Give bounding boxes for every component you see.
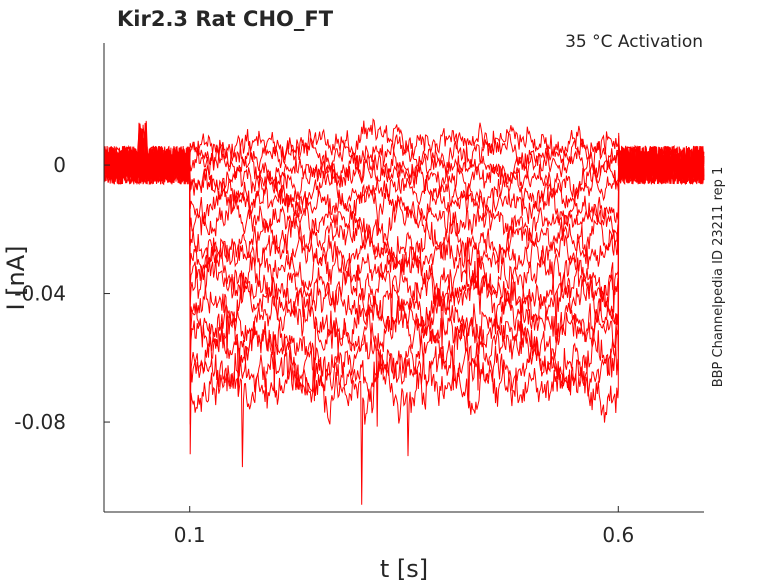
- x-tick-label: 0.6: [602, 523, 634, 547]
- current-traces: [103, 118, 705, 505]
- chart-title: Kir2.3 Rat CHO_FT: [117, 7, 334, 31]
- x-tick-label: 0.1: [174, 523, 206, 547]
- current-trace: [103, 122, 705, 201]
- current-trace: [103, 129, 705, 270]
- current-trace: [103, 127, 705, 186]
- current-trace: [103, 127, 705, 359]
- x-axis-label: t [s]: [380, 555, 428, 583]
- current-trace: [103, 123, 705, 402]
- current-trace: [103, 120, 705, 252]
- current-trace: [103, 122, 705, 215]
- current-trace: [103, 128, 705, 505]
- y-tick-label: -0.04: [14, 282, 66, 306]
- current-trace: [103, 145, 705, 336]
- chart-subtitle: 35 °C Activation: [565, 32, 703, 52]
- side-label: BBP Channelpedia ID 23211 rep 1: [711, 167, 726, 388]
- axis-ticks: 0.1 0.6 0 -0.04 -0.08: [14, 153, 634, 547]
- y-tick-label: 0: [53, 153, 66, 177]
- y-tick-label: -0.08: [14, 410, 66, 434]
- current-trace: [103, 127, 705, 425]
- axes: [103, 43, 704, 513]
- y-axis-label: I [nA]: [2, 245, 30, 310]
- current-trace: [103, 130, 705, 186]
